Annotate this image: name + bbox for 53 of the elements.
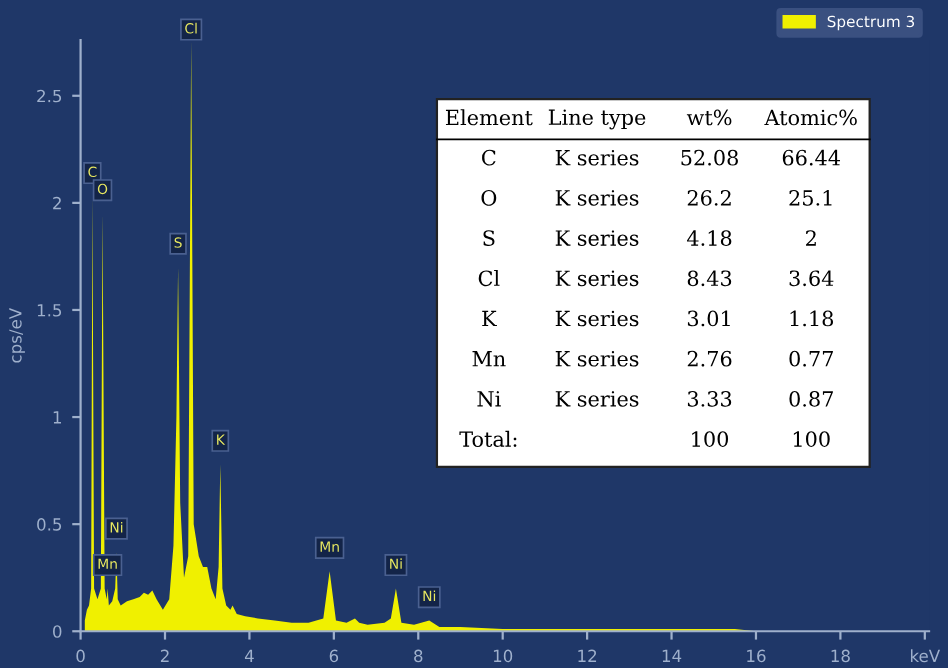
x-tick-label: 14 (662, 649, 682, 662)
annotation: 2 (806, 230, 816, 246)
annotation: 2.76 (687, 350, 732, 367)
x-tick-label: 6 (329, 649, 339, 663)
annotation: Line type (548, 109, 646, 130)
y-tick-label: 2.5 (37, 89, 62, 103)
x-tick-label: keV (910, 649, 941, 663)
annotation: K series (555, 149, 639, 166)
annotation: 0.77 (789, 350, 833, 367)
annotation: Mn (472, 351, 506, 367)
annotation: 52.08 (681, 149, 738, 166)
x-tick-label: 16 (747, 649, 766, 663)
annotation: Atomic% (764, 109, 857, 126)
annotation: K series (555, 350, 639, 367)
annotation: K series (555, 310, 639, 327)
annotation: S (483, 230, 495, 246)
y-tick-label: 0 (53, 625, 62, 638)
annotation: 3.01 (687, 310, 730, 327)
annotation: 100 (692, 431, 729, 447)
annotation: 100 (793, 431, 830, 447)
x-tick-label: 2 (160, 649, 169, 662)
annotation: K series (555, 230, 639, 246)
annotation: O (481, 189, 497, 206)
x-tick-label: 10 (493, 649, 513, 663)
y-tick-label: 2 (53, 196, 61, 210)
annotation: K series (555, 391, 639, 407)
annotation: 3.64 (789, 270, 834, 287)
annotation: 8.43 (687, 270, 732, 287)
annotation: wt% (686, 109, 732, 126)
annotation: K series (555, 190, 639, 206)
annotation: 0.87 (789, 390, 833, 407)
y-tick-label: 1.5 (37, 304, 62, 317)
annotation: Element (445, 109, 533, 126)
annotation: 4.18 (686, 230, 732, 246)
y-tick-label: 0.5 (37, 518, 62, 531)
annotation: K (482, 310, 497, 327)
y-axis-title: cps/eV (9, 307, 25, 363)
annotation: 1.18 (790, 310, 834, 327)
annotation: 66.44 (782, 149, 840, 166)
x-tick-label: 8 (414, 649, 423, 663)
x-tick-label: 12 (578, 649, 597, 662)
annotation: 26.2 (687, 189, 731, 206)
annotation: C (482, 149, 496, 166)
x-tick-label: 4 (244, 649, 254, 662)
annotation: 25.1 (789, 189, 832, 206)
annotation: K series (555, 270, 639, 287)
annotation: Ni (477, 391, 501, 407)
annotation: Total: (459, 430, 517, 447)
x-tick-label: 18 (831, 649, 850, 663)
y-tick-label: 1 (53, 411, 61, 424)
annotation: Cl (478, 270, 500, 287)
x-tick-label: 0 (76, 649, 85, 663)
annotation: 3.33 (687, 390, 732, 407)
